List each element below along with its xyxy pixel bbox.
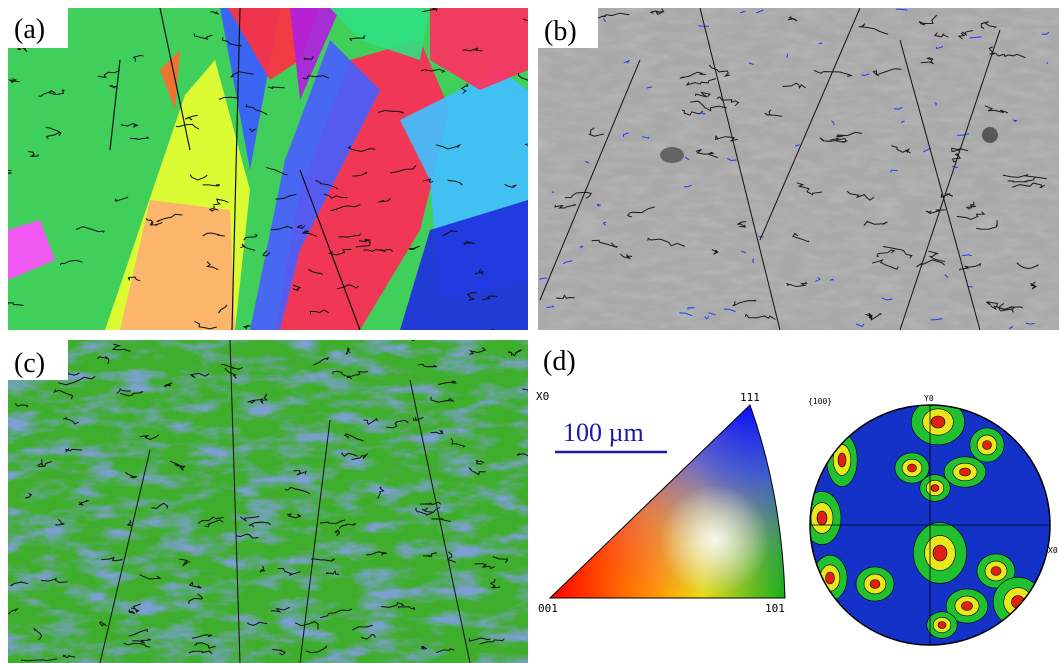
panel-label: (d) <box>543 346 576 377</box>
pole-contour <box>931 416 945 428</box>
map-texture <box>538 8 1059 330</box>
pole-contour <box>960 468 971 476</box>
pole-contour <box>983 441 992 450</box>
pole-contour <box>991 567 1001 576</box>
boundary <box>492 329 499 334</box>
figure: (a) (b) (c) (d) X0 100 µm 111 001 101 {1… <box>0 0 1059 663</box>
pole-contour <box>826 572 835 584</box>
pole-contour <box>908 464 917 472</box>
pole-contour <box>838 453 846 467</box>
corner-label: 101 <box>765 602 785 615</box>
grayscale-map <box>538 8 1059 330</box>
panel-label: (a) <box>14 14 45 45</box>
axis-label: X0 <box>536 390 549 403</box>
pole-density <box>803 399 1050 645</box>
pole-contour <box>931 485 939 492</box>
corner-label: 111 <box>740 391 760 404</box>
pole-axis-label: X0 <box>1048 546 1058 555</box>
pole-contour <box>962 602 973 611</box>
pole-contour <box>938 622 946 629</box>
pole-title: {100} <box>808 397 832 406</box>
corner-label: 001 <box>538 602 558 615</box>
pole-figure <box>803 399 1050 645</box>
boundary <box>412 335 436 341</box>
scale-bar-label: 100 µm <box>563 418 644 447</box>
orientation-map <box>6 8 540 335</box>
panel-label: (b) <box>544 16 577 47</box>
phase-map <box>8 335 549 663</box>
defect <box>660 147 684 163</box>
panel-label: (c) <box>14 348 45 379</box>
defect <box>982 127 998 143</box>
pole-contour <box>870 580 880 589</box>
pole-axis-label: Y0 <box>924 394 934 403</box>
pole-contour <box>817 511 827 525</box>
pole-contour <box>933 545 947 561</box>
boundary <box>698 26 708 27</box>
